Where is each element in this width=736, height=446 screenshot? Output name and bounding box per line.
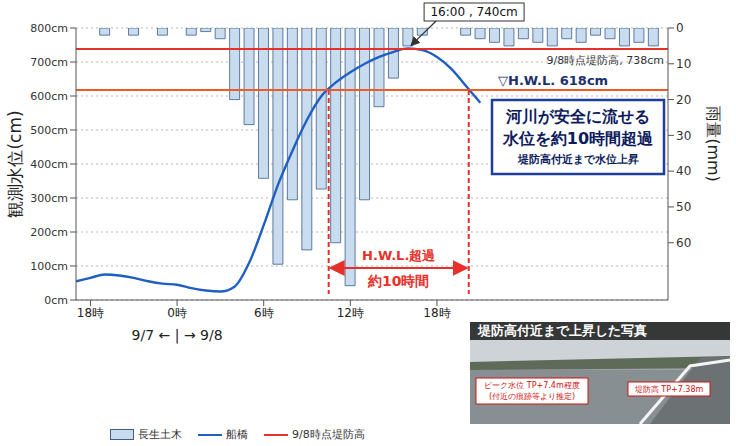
svg-text:0時: 0時 bbox=[167, 306, 187, 320]
svg-text:300cm: 300cm bbox=[30, 192, 68, 205]
svg-text:400cm: 400cm bbox=[30, 158, 68, 171]
svg-text:(付近の痕跡等より推定): (付近の痕跡等より推定) bbox=[489, 392, 575, 401]
svg-text:H.W.L.超過: H.W.L.超過 bbox=[362, 248, 436, 263]
svg-text:700cm: 700cm bbox=[30, 56, 68, 69]
svg-text:水位を約10時間超過: 水位を約10時間超過 bbox=[502, 129, 654, 148]
html-text:長生土木: 長生土木 bbox=[138, 428, 182, 441]
svg-text:100cm: 100cm bbox=[30, 260, 68, 273]
svg-text:12時: 12時 bbox=[337, 306, 364, 320]
svg-text:約10時間: 約10時間 bbox=[367, 273, 429, 289]
svg-text:堤防高 TP+7.38m: 堤防高 TP+7.38m bbox=[634, 385, 704, 394]
svg-text:18時: 18時 bbox=[77, 306, 104, 320]
svg-text:堤防高付近まで上昇した写真: 堤防高付近まで上昇した写真 bbox=[477, 323, 647, 338]
svg-text:▽H.W.L. 618cm: ▽H.W.L. 618cm bbox=[498, 73, 608, 88]
svg-text:50: 50 bbox=[676, 200, 691, 214]
svg-text:16:00 , 740cm: 16:00 , 740cm bbox=[430, 5, 517, 19]
svg-text:9/8時点堤防高, 738cm: 9/8時点堤防高, 738cm bbox=[547, 54, 664, 67]
html-text:9/8時点堤防高: 9/8時点堤防高 bbox=[292, 428, 365, 441]
svg-text:雨量(mm): 雨量(mm) bbox=[704, 106, 723, 182]
svg-text:観測水位(cm): 観測水位(cm) bbox=[5, 110, 25, 217]
svg-text:0cm: 0cm bbox=[44, 294, 68, 307]
svg-text:ピーク水位 TP+7.4m程度: ピーク水位 TP+7.4m程度 bbox=[484, 381, 579, 390]
svg-text:18時: 18時 bbox=[423, 306, 450, 320]
html-text:船橋: 船橋 bbox=[226, 428, 248, 441]
svg-text:6時: 6時 bbox=[254, 306, 274, 320]
svg-text:200cm: 200cm bbox=[30, 226, 68, 239]
svg-text:600cm: 600cm bbox=[30, 90, 68, 103]
svg-text:40: 40 bbox=[676, 164, 691, 178]
svg-text:30: 30 bbox=[676, 129, 691, 143]
svg-text:60: 60 bbox=[676, 236, 691, 250]
svg-text:堤防高付近まで水位上昇: 堤防高付近まで水位上昇 bbox=[517, 153, 639, 166]
svg-text:10: 10 bbox=[676, 57, 691, 71]
svg-text:河川が安全に流せる: 河川が安全に流せる bbox=[505, 107, 650, 126]
svg-text:9/7 ← | → 9/8: 9/7 ← | → 9/8 bbox=[132, 327, 223, 344]
svg-text:500cm: 500cm bbox=[30, 124, 68, 137]
svg-text:20: 20 bbox=[676, 93, 691, 107]
svg-text:0: 0 bbox=[676, 21, 684, 35]
svg-text:800cm: 800cm bbox=[30, 22, 68, 35]
